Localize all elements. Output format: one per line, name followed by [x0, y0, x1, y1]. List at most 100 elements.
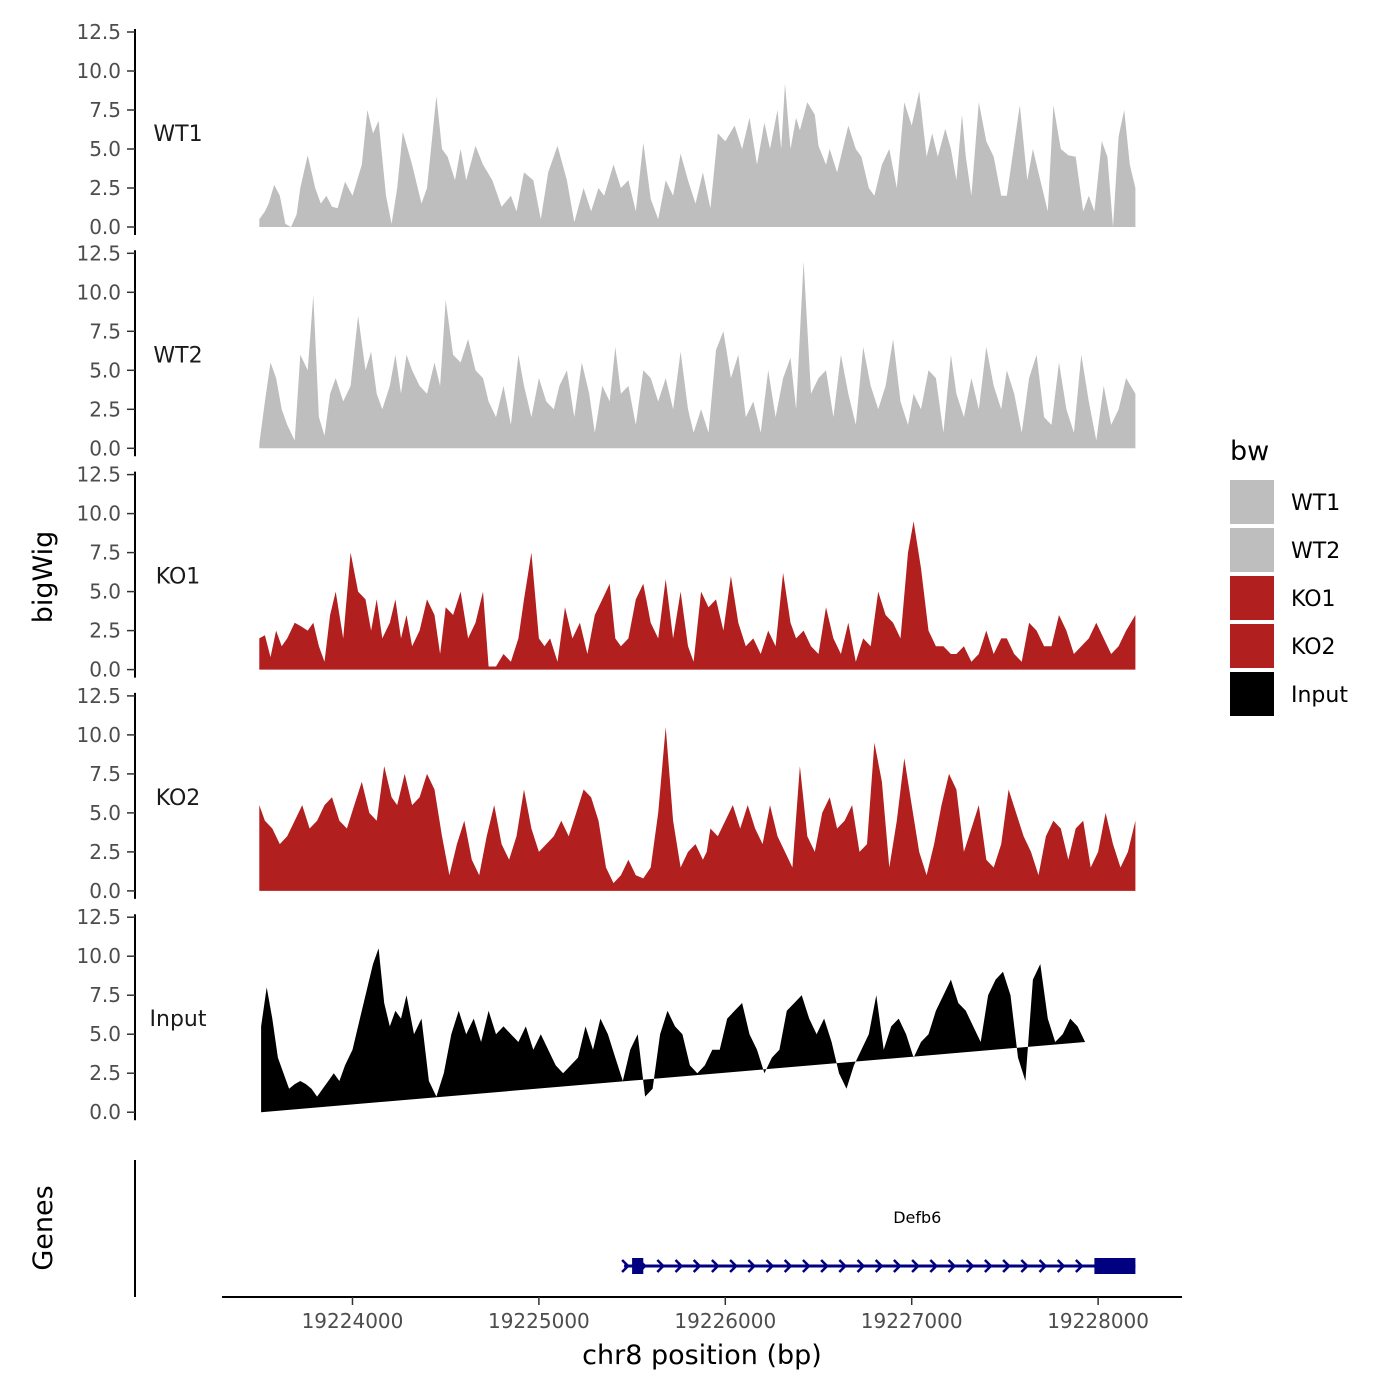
strand-arrow-icon [621, 1259, 630, 1273]
track-ko2: 0.0 2.5 5.0 7.5 10.0 12.5 KO2 [76, 684, 1136, 903]
y-tick-label: 12.5 [76, 463, 121, 487]
y-axis-title: bigWig [28, 531, 59, 624]
legend-item-ko2: KO2 [1230, 624, 1336, 668]
track-input: 0.0 2.5 5.0 7.5 10.0 12.5 Input [76, 905, 1086, 1124]
signal-area-wt2 [259, 261, 1136, 449]
y-tick-label: 0.0 [89, 215, 121, 239]
strand-arrow-icon [1002, 1259, 1011, 1273]
y-tick-label: 5.0 [89, 137, 121, 161]
x-tick-label: 19225000 [488, 1309, 590, 1333]
strand-arrow-icon [893, 1259, 902, 1273]
strand-arrow-icon [674, 1259, 684, 1273]
track-wt2: 0.0 2.5 5.0 7.5 10.0 12.5 WT2 [76, 241, 1136, 460]
y-tick-label: 7.5 [89, 762, 121, 786]
strand-arrow-icon [1075, 1259, 1084, 1273]
strand-arrow-icon [1056, 1259, 1066, 1273]
y-tick-label: 12.5 [76, 684, 121, 708]
y-tick-label: 10.0 [76, 723, 121, 747]
genes-track-title: Genes [28, 1185, 59, 1270]
y-tick-label: 5.0 [89, 580, 121, 604]
y-tick-label: 10.0 [76, 280, 121, 304]
y-tick-label: 10.0 [76, 944, 121, 968]
gene-exon [1094, 1258, 1136, 1274]
track-wt1: 0.0 2.5 5.0 7.5 10.0 12.5 WT1 [76, 20, 1136, 239]
strand-arrow-icon [1038, 1259, 1048, 1273]
legend-item-wt2: WT2 [1230, 528, 1340, 572]
legend-label: KO1 [1291, 587, 1336, 612]
x-tick-label: 19224000 [302, 1309, 404, 1333]
strand-arrow-icon [856, 1259, 866, 1273]
signal-area-ko2 [259, 727, 1136, 891]
track-label: KO1 [156, 565, 201, 590]
strand-arrow-icon [874, 1259, 884, 1273]
legend-item-ko1: KO1 [1230, 576, 1336, 620]
strand-arrow-icon [656, 1259, 666, 1273]
strand-arrow-icon [711, 1259, 720, 1273]
strand-arrow-icon [947, 1259, 957, 1273]
genes-track: Defb6 Genes [28, 1160, 1136, 1297]
track-label: Input [150, 1007, 207, 1032]
legend-items: WT1 WT2 KO1 KO2 Input [1230, 480, 1348, 716]
x-axis-title: chr8 position (bp) [582, 1340, 822, 1371]
x-axis-ticks: 19224000 19225000 19226000 19227000 19228000 [302, 1297, 1149, 1333]
strand-arrow-icon [765, 1259, 775, 1273]
legend: bw WT1 WT2 KO1 KO2 Input [1230, 436, 1348, 716]
signal-area-ko1 [259, 521, 1136, 670]
legend-label: Input [1291, 683, 1348, 708]
signal-tracks: 0.0 2.5 5.0 7.5 10.0 12.5 WT1 0.0 2.5 5.0 7.5 10.0 1… [76, 20, 1136, 1124]
y-tick-label: 7.5 [89, 541, 121, 565]
y-tick-label: 10.0 [76, 59, 121, 83]
track-ko1: 0.0 2.5 5.0 7.5 10.0 12.5 KO1 [76, 463, 1136, 682]
legend-swatch [1230, 672, 1274, 716]
strand-arrow-icon [911, 1259, 920, 1273]
strand-arrow-icon [783, 1259, 793, 1273]
strand-arrow-icon [692, 1259, 702, 1273]
strand-arrow-icon [802, 1259, 811, 1273]
strand-arrow-icon [965, 1259, 975, 1273]
y-tick-label: 12.5 [76, 905, 121, 929]
y-tick-label: 0.0 [89, 436, 121, 460]
strand-arrow-icon [747, 1259, 757, 1273]
y-tick-label: 12.5 [76, 20, 121, 44]
y-tick-label: 12.5 [76, 241, 121, 265]
legend-label: WT2 [1291, 539, 1340, 564]
x-tick-label: 19226000 [674, 1309, 776, 1333]
strand-arrow-icon [729, 1259, 738, 1273]
track-label: WT1 [153, 122, 202, 147]
legend-swatch [1230, 480, 1274, 524]
gene-name-label: Defb6 [893, 1208, 941, 1227]
y-tick-label: 2.5 [89, 176, 121, 200]
y-tick-label: 10.0 [76, 502, 121, 526]
strand-arrow-icon [838, 1259, 848, 1273]
strand-arrow-icon [929, 1259, 939, 1273]
y-tick-label: 7.5 [89, 983, 121, 1007]
legend-swatch [1230, 624, 1274, 668]
y-tick-label: 7.5 [89, 98, 121, 122]
y-tick-label: 2.5 [89, 397, 121, 421]
legend-title: bw [1230, 436, 1269, 467]
x-tick-label: 19228000 [1047, 1309, 1149, 1333]
legend-item-wt1: WT1 [1230, 480, 1340, 524]
signal-area-input [261, 948, 1086, 1113]
y-tick-label: 0.0 [89, 1100, 121, 1124]
x-axis: 19224000 19225000 19226000 19227000 19228000… [222, 1296, 1182, 1371]
y-tick-label: 2.5 [89, 1061, 121, 1085]
legend-swatch [1230, 576, 1274, 620]
signal-area-wt1 [259, 83, 1136, 227]
x-tick-label: 19227000 [861, 1309, 963, 1333]
y-tick-label: 2.5 [89, 840, 121, 864]
y-tick-label: 0.0 [89, 658, 121, 682]
legend-item-input: Input [1230, 672, 1348, 716]
gene-model [621, 1258, 1136, 1274]
track-label: WT2 [153, 343, 202, 368]
strand-arrow-icon [1020, 1259, 1030, 1273]
y-tick-label: 7.5 [89, 319, 121, 343]
track-label: KO2 [156, 786, 201, 811]
strand-arrow-icon [820, 1259, 829, 1273]
gene-exon [632, 1258, 644, 1274]
legend-label: WT1 [1291, 491, 1340, 516]
legend-swatch [1230, 528, 1274, 572]
strand-arrow-icon [984, 1259, 993, 1273]
y-tick-label: 5.0 [89, 801, 121, 825]
